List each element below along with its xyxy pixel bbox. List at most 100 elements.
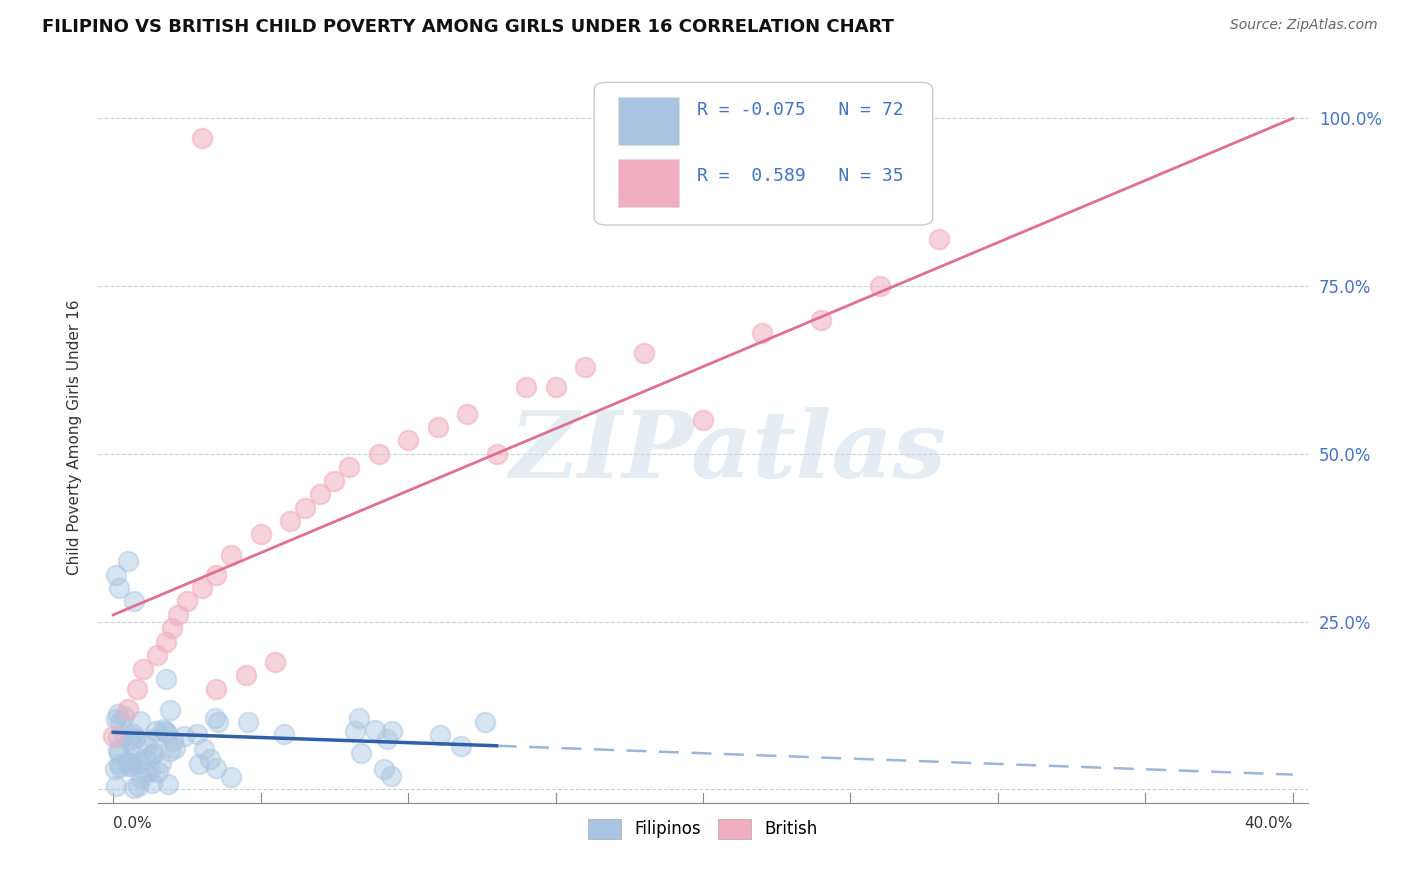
FancyBboxPatch shape (619, 159, 679, 207)
Point (104, 762, 127, 776)
Point (219, 548, 242, 562)
Point (135, 752, 157, 766)
Point (350, 746, 373, 760)
Point (186, 727, 208, 741)
Point (131, 662, 153, 676)
Text: ZIPatlas: ZIPatlas (509, 407, 946, 497)
Point (107, 730, 129, 744)
Point (429, 728, 451, 742)
Point (155, 672, 177, 686)
Text: R =  0.589   N = 35: R = 0.589 N = 35 (697, 167, 904, 185)
Point (219, 770, 242, 784)
Point (117, 702, 139, 716)
Point (188, 756, 211, 771)
Point (127, 779, 149, 793)
Point (105, 712, 128, 726)
Point (574, 359, 596, 374)
Point (112, 728, 135, 742)
Point (135, 765, 157, 780)
Point (193, 742, 215, 756)
Point (152, 722, 174, 736)
Point (173, 729, 195, 743)
Point (155, 634, 177, 648)
Point (373, 762, 395, 776)
Point (107, 707, 129, 722)
Point (125, 681, 148, 696)
Point (105, 779, 128, 793)
Point (294, 500, 316, 515)
Point (204, 711, 226, 725)
Point (120, 759, 142, 773)
Point (367, 447, 389, 461)
Point (633, 346, 655, 360)
Point (129, 714, 152, 729)
Point (264, 655, 287, 669)
Point (160, 621, 183, 635)
Point (810, 312, 832, 326)
Point (118, 758, 141, 772)
Point (139, 747, 162, 762)
Point (205, 681, 228, 696)
Point (150, 756, 173, 770)
Point (135, 739, 157, 753)
Point (273, 727, 295, 741)
Point (456, 407, 478, 421)
Point (381, 723, 404, 738)
Point (323, 474, 346, 488)
Point (375, 731, 398, 746)
Point (128, 756, 150, 771)
Point (124, 780, 146, 795)
Point (165, 740, 187, 755)
Point (474, 715, 496, 730)
Text: Source: ZipAtlas.com: Source: ZipAtlas.com (1230, 18, 1378, 32)
Point (108, 747, 131, 761)
Point (278, 514, 301, 528)
Point (207, 714, 229, 729)
Point (120, 731, 142, 746)
Legend: Filipinos, British: Filipinos, British (582, 812, 824, 846)
Point (145, 723, 167, 738)
Point (485, 447, 508, 461)
Point (101, 729, 124, 743)
Point (344, 724, 367, 739)
Text: 40.0%: 40.0% (1244, 816, 1294, 831)
Text: FILIPINO VS BRITISH CHILD POVERTY AMONG GIRLS UNDER 16 CORRELATION CHART: FILIPINO VS BRITISH CHILD POVERTY AMONG … (42, 18, 894, 36)
Point (156, 726, 179, 740)
Point (108, 757, 131, 772)
Point (249, 527, 271, 541)
Point (121, 737, 143, 751)
Point (167, 607, 190, 622)
Point (129, 771, 152, 785)
Point (112, 709, 135, 723)
Y-axis label: Child Poverty Among Girls Under 16: Child Poverty Among Girls Under 16 (66, 300, 82, 574)
Point (159, 703, 181, 717)
Point (120, 751, 142, 765)
Point (426, 420, 449, 434)
Point (928, 232, 950, 246)
Point (190, 581, 212, 595)
FancyBboxPatch shape (619, 97, 679, 145)
Point (122, 594, 145, 608)
Point (121, 727, 143, 741)
Point (108, 581, 131, 595)
Point (308, 487, 330, 501)
Point (337, 460, 360, 475)
Point (124, 731, 146, 746)
Point (117, 755, 139, 769)
Point (139, 764, 162, 778)
Point (105, 567, 128, 582)
Point (107, 742, 129, 756)
Point (159, 744, 181, 758)
Point (162, 733, 184, 747)
Point (692, 413, 714, 427)
Point (515, 380, 537, 394)
Point (146, 648, 169, 662)
Text: R = -0.075   N = 72: R = -0.075 N = 72 (697, 101, 904, 120)
Point (176, 594, 198, 608)
FancyBboxPatch shape (595, 82, 932, 225)
Point (117, 554, 139, 568)
Point (141, 775, 163, 789)
Point (396, 434, 419, 448)
Point (142, 746, 165, 760)
Point (544, 380, 567, 394)
